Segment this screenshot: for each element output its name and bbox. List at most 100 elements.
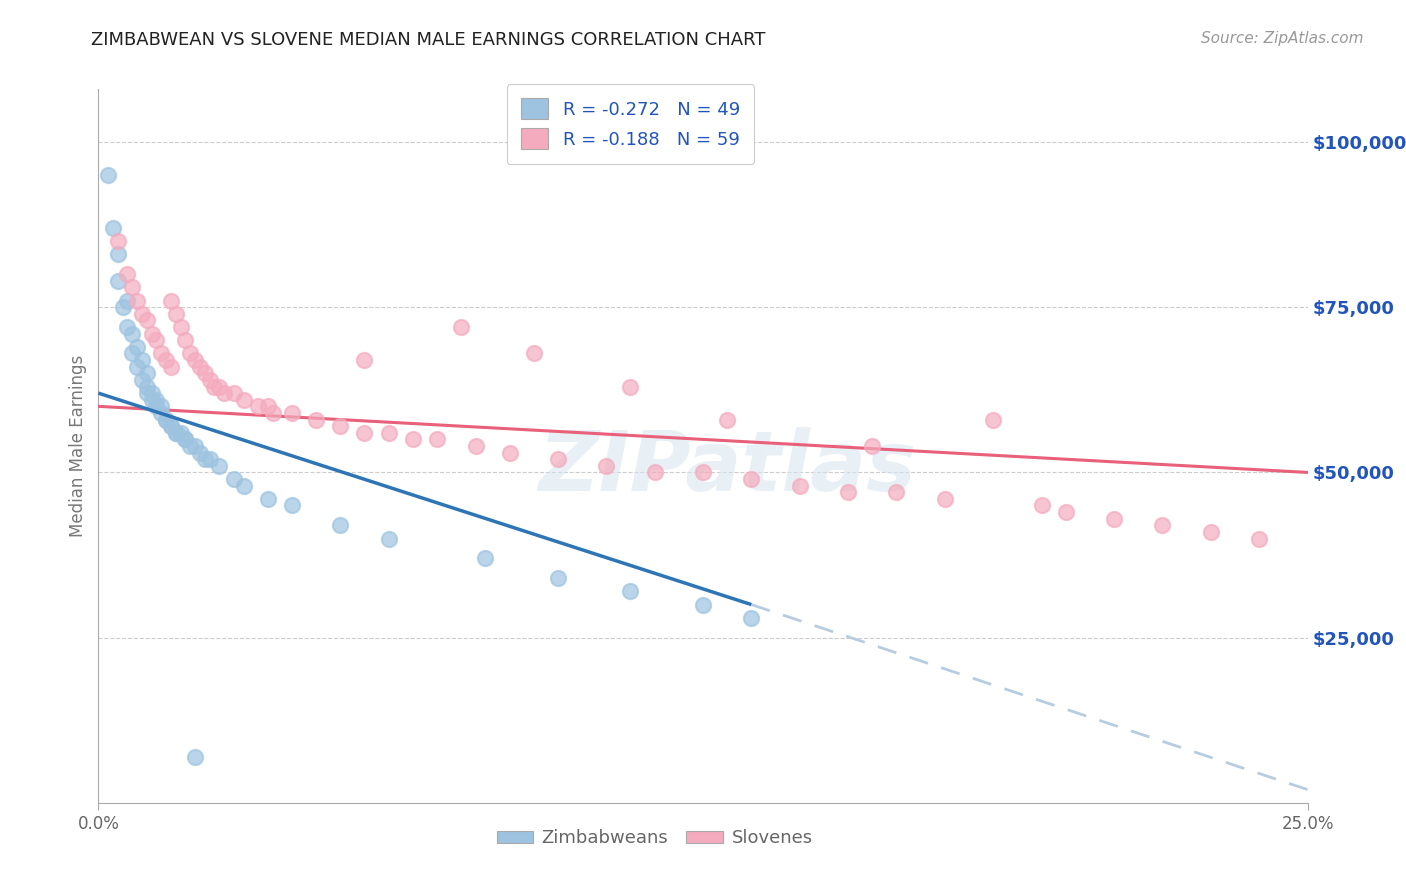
Point — [402, 433, 425, 447]
Point — [232, 478, 254, 492]
Point — [498, 445, 520, 459]
Point — [150, 346, 173, 360]
Point — [450, 320, 472, 334]
Point — [329, 419, 352, 434]
Text: Source: ZipAtlas.com: Source: ZipAtlas.com — [1201, 31, 1364, 46]
Point — [329, 518, 352, 533]
Text: ZIPatlas: ZIPatlas — [538, 427, 917, 508]
Point — [208, 458, 231, 473]
Point — [155, 412, 177, 426]
Point — [184, 749, 207, 764]
Point — [305, 412, 328, 426]
Point — [981, 412, 1004, 426]
Point — [204, 379, 226, 393]
Point — [169, 320, 191, 334]
Point — [117, 293, 139, 308]
Point — [188, 359, 211, 374]
Point — [135, 313, 157, 327]
Point — [619, 379, 641, 393]
Point — [174, 433, 197, 447]
Point — [886, 485, 908, 500]
Point — [188, 445, 211, 459]
Point — [353, 425, 375, 440]
Point — [547, 571, 569, 585]
Legend: Zimbabweans, Slovenes: Zimbabweans, Slovenes — [489, 822, 820, 855]
Point — [145, 400, 167, 414]
Point — [740, 472, 762, 486]
Point — [141, 386, 163, 401]
Point — [222, 386, 245, 401]
Point — [692, 598, 714, 612]
Point — [141, 392, 163, 407]
Point — [194, 452, 217, 467]
Point — [353, 353, 375, 368]
Point — [145, 333, 167, 347]
Point — [121, 280, 143, 294]
Point — [837, 485, 859, 500]
Point — [789, 478, 811, 492]
Point — [141, 326, 163, 341]
Point — [184, 439, 207, 453]
Point — [131, 353, 153, 368]
Point — [135, 367, 157, 381]
Point — [107, 247, 129, 261]
Point — [716, 412, 738, 426]
Y-axis label: Median Male Earnings: Median Male Earnings — [69, 355, 87, 537]
Point — [1054, 505, 1077, 519]
Point — [256, 491, 278, 506]
Point — [692, 466, 714, 480]
Point — [1152, 518, 1174, 533]
Point — [247, 400, 270, 414]
Point — [160, 419, 183, 434]
Point — [212, 386, 235, 401]
Point — [160, 359, 183, 374]
Point — [145, 392, 167, 407]
Point — [150, 406, 173, 420]
Point — [281, 499, 304, 513]
Point — [107, 234, 129, 248]
Point — [165, 307, 187, 321]
Point — [740, 611, 762, 625]
Point — [523, 346, 546, 360]
Point — [160, 293, 183, 308]
Point — [547, 452, 569, 467]
Point — [121, 326, 143, 341]
Point — [165, 425, 187, 440]
Point — [198, 373, 221, 387]
Point — [135, 386, 157, 401]
Point — [1199, 524, 1222, 539]
Point — [934, 491, 956, 506]
Point — [117, 320, 139, 334]
Point — [644, 466, 666, 480]
Text: ZIMBABWEAN VS SLOVENE MEDIAN MALE EARNINGS CORRELATION CHART: ZIMBABWEAN VS SLOVENE MEDIAN MALE EARNIN… — [91, 31, 766, 49]
Point — [194, 367, 217, 381]
Point — [97, 168, 120, 182]
Point — [111, 300, 134, 314]
Point — [127, 340, 149, 354]
Point — [426, 433, 449, 447]
Point — [169, 425, 191, 440]
Point — [208, 379, 231, 393]
Point — [131, 373, 153, 387]
Point — [595, 458, 617, 473]
Point — [474, 551, 496, 566]
Point — [121, 346, 143, 360]
Point — [165, 425, 187, 440]
Point — [135, 379, 157, 393]
Point — [150, 400, 173, 414]
Point — [464, 439, 486, 453]
Point — [131, 307, 153, 321]
Point — [155, 353, 177, 368]
Point — [155, 412, 177, 426]
Point — [174, 433, 197, 447]
Point — [377, 532, 399, 546]
Point — [198, 452, 221, 467]
Point — [1249, 532, 1271, 546]
Point — [127, 293, 149, 308]
Point — [184, 353, 207, 368]
Point — [377, 425, 399, 440]
Point — [101, 221, 124, 235]
Point — [179, 439, 201, 453]
Point — [107, 274, 129, 288]
Point — [1102, 511, 1125, 525]
